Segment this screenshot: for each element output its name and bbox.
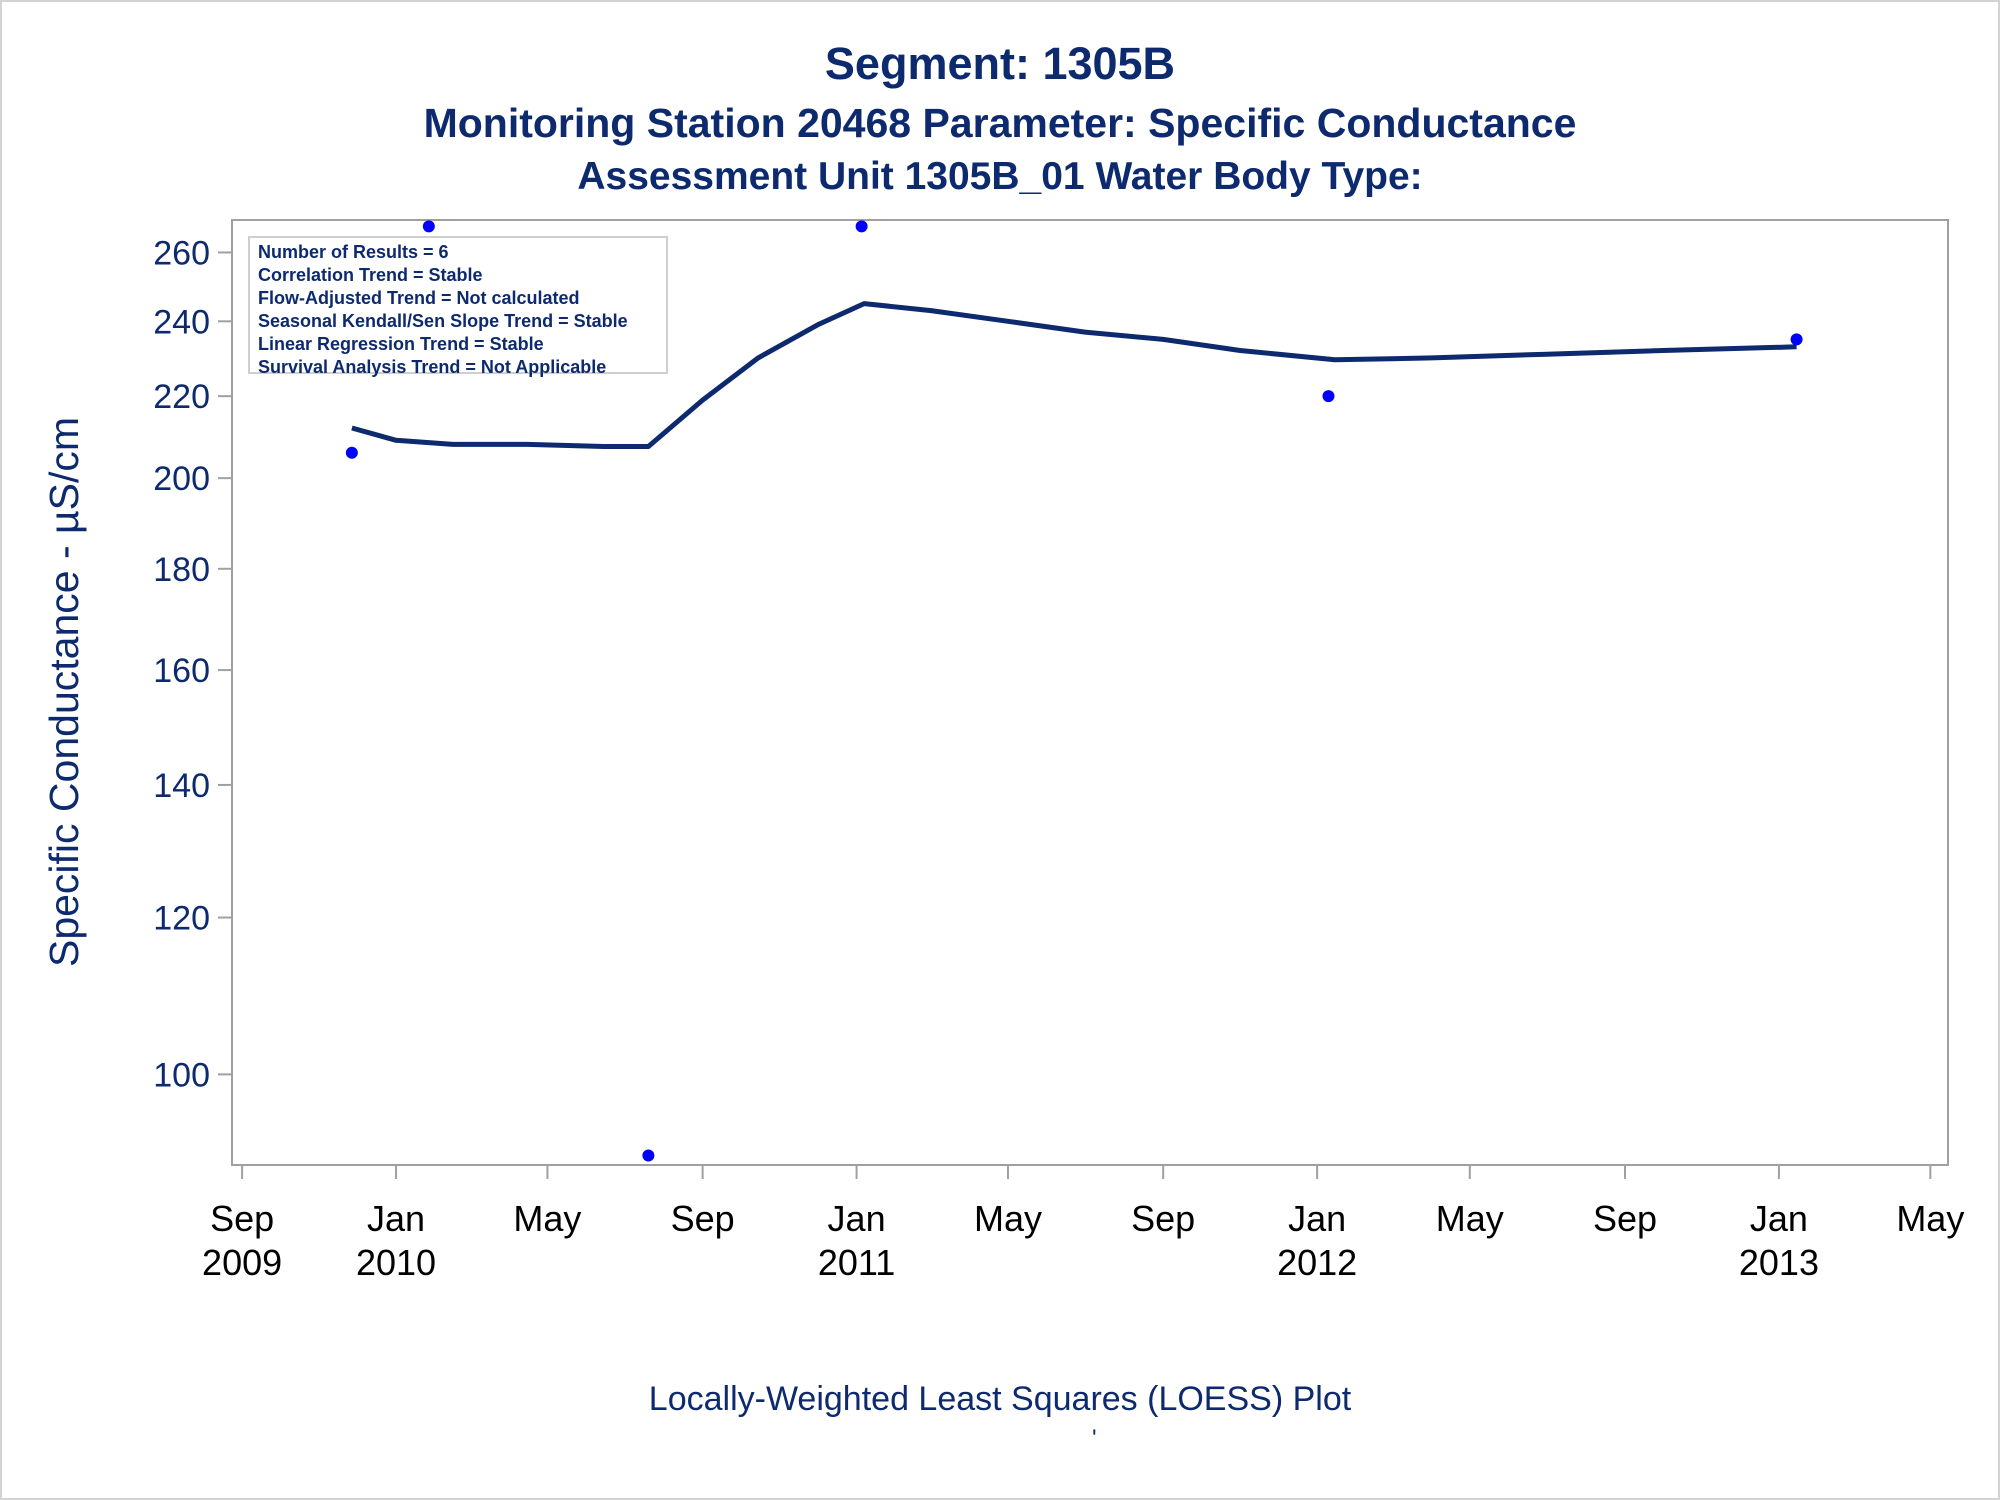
data-point [642,1149,655,1162]
x-tick-year-label: 2009 [202,1242,282,1283]
y-tick-label: 200 [153,460,210,498]
stat-number-of-results: Number of Results = 6 [258,242,449,262]
x-tick-label: Jan [1750,1198,1808,1239]
chart-subtitle: Monitoring Station 20468 Parameter: Spec… [423,100,1577,146]
y-tick-label: 220 [153,378,210,416]
y-tick-label: 260 [153,234,210,272]
x-tick-label: May [1896,1198,1964,1239]
stat-survival-analysis-trend: Survival Analysis Trend = Not Applicable [258,357,607,377]
chart-title: Segment: 1305B [824,38,1176,89]
x-tick-label: Sep [210,1198,274,1239]
x-tick-year-label: 2010 [356,1242,436,1283]
chart-subtitle-2: Assessment Unit 1305B_01 Water Body Type… [577,155,1423,198]
data-point [1790,333,1803,346]
footnote-mark: ' [1092,1425,1097,1452]
y-tick-label: 240 [153,303,210,341]
y-axis-label: Specific Conductance - µS/cm [41,417,87,967]
trend-stats-box: Number of Results = 6 Correlation Trend … [248,236,668,377]
points-series [345,220,1803,1162]
x-tick-label: May [513,1198,581,1239]
y-tick-label: 160 [153,652,210,690]
stat-correlation-trend: Correlation Trend = Stable [258,265,483,285]
x-tick-label: Sep [671,1198,735,1239]
x-tick-label: Jan [828,1198,886,1239]
x-tick-label: Sep [1131,1198,1195,1239]
y-tick-label: 120 [153,900,210,938]
x-tick-year-label: 2013 [1739,1242,1819,1283]
y-tick-label: 100 [153,1056,210,1094]
plot-frame [231,219,1949,1166]
footnote: Locally-Weighted Least Squares (LOESS) P… [648,1380,1352,1418]
x-tick-label: May [974,1198,1042,1239]
stat-linear-regression-trend: Linear Regression Trend = Stable [258,334,544,354]
x-tick-label: Sep [1593,1198,1657,1239]
data-point [855,220,868,233]
data-point [345,446,358,459]
x-tick-label: May [1436,1198,1504,1239]
y-tick-label: 140 [153,767,210,805]
x-tick-year-label: 2011 [818,1242,895,1283]
loess-series [351,301,1797,449]
x-tick-label: Jan [1288,1198,1346,1239]
y-tick-label: 180 [153,551,210,589]
data-point [422,220,435,233]
loess-line [351,301,1797,449]
stat-flow-adjusted-trend: Flow-Adjusted Trend = Not calculated [258,288,580,308]
data-point [1322,390,1335,403]
x-tick-year-label: 2012 [1277,1242,1357,1283]
x-tick-label: Jan [367,1198,425,1239]
stat-seasonal-kendall-trend: Seasonal Kendall/Sen Slope Trend = Stabl… [258,311,628,331]
y-axis: 100 120 140 160 180 200 220 240 260 [153,234,232,1094]
